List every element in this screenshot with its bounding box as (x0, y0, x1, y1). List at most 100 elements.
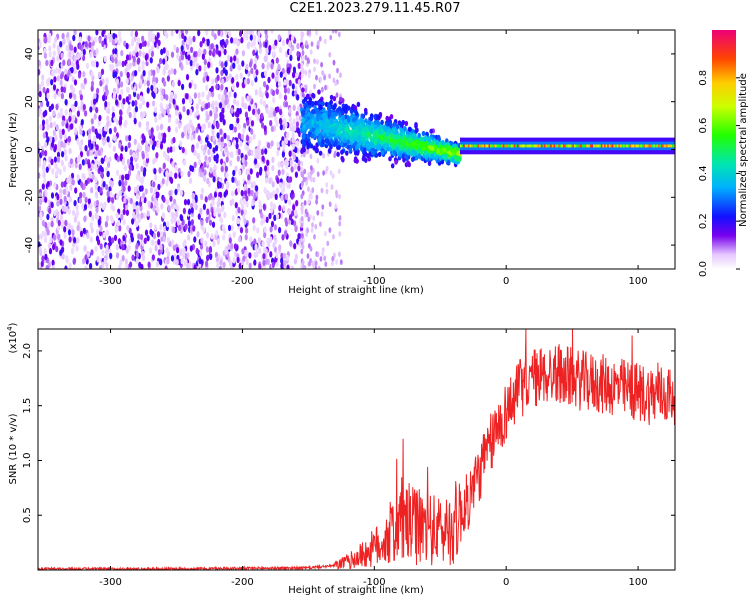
spectrogram-cell (212, 240, 216, 247)
spectrogram-cell (145, 152, 149, 159)
spectrogram-cell (491, 144, 494, 148)
spectrogram-cell (50, 79, 54, 86)
spectrogram-cell (267, 110, 271, 118)
spectrogram-cell (271, 261, 275, 269)
spectrogram-cell (99, 165, 103, 172)
spectrogram-cell (70, 44, 74, 51)
spectrogram-cell (57, 219, 61, 227)
spectrogram-cell (304, 208, 308, 215)
spectrogram-cell (175, 259, 179, 266)
spectrogram-cell (156, 231, 161, 238)
spectrogram-cell (244, 189, 248, 197)
spectrogram-cell (334, 80, 337, 87)
spectrogram-cell (244, 78, 248, 86)
spectrogram-cell (212, 48, 216, 55)
spectrogram-cell (224, 165, 228, 173)
spectrogram-cell (146, 210, 150, 217)
spectrogram-cell (231, 176, 235, 183)
spectrogram-cell (73, 216, 77, 223)
spectrogram-cell (307, 186, 310, 192)
spectrogram-cell (66, 31, 70, 39)
spectrogram-cell (129, 261, 133, 268)
spectrogram-cell (334, 30, 338, 34)
spectrogram-cell (480, 144, 483, 148)
spectrogram-cell (328, 201, 332, 207)
spectrogram-cell (160, 123, 164, 130)
spectrogram-cell (323, 255, 327, 262)
spectrogram-cell (152, 75, 156, 83)
spectrogram-cell (283, 94, 288, 101)
spectrogram-cell (278, 226, 282, 234)
spectrogram-cell (245, 201, 249, 208)
spectrogram-cell (59, 107, 63, 115)
spectrogram-cell (162, 67, 166, 75)
spectrogram-cell (182, 105, 186, 113)
spectrogram-cell (126, 108, 130, 115)
spectrogram-cell (368, 126, 373, 132)
spectrogram-cell (124, 179, 128, 186)
spectrogram-cell (152, 100, 156, 107)
spectrogram-cell (111, 106, 115, 113)
spectrogram-cell (160, 203, 164, 210)
spectrogram-cell (572, 144, 575, 148)
spectrogram-cell (259, 98, 263, 105)
spectrogram-cell (73, 55, 77, 62)
spectrogram-cell (232, 62, 236, 69)
spectrogram-cell (221, 204, 225, 211)
spectrogram-cell (196, 231, 200, 238)
spectrogram-cell (140, 111, 144, 118)
spectrogram-cell (248, 252, 252, 259)
spectrogram-cell (53, 234, 57, 241)
spectrogram-cell (646, 144, 649, 148)
y-tick-label: 0.5 (22, 507, 33, 523)
spectrogram-cell (384, 136, 389, 142)
spectrogram-cell (237, 123, 241, 130)
spectrogram-cell (275, 187, 279, 194)
spectrogram-cell (171, 161, 175, 168)
spectrogram-cell (123, 164, 127, 172)
spectrogram-cell (123, 197, 127, 204)
spectrogram-cell (253, 34, 257, 42)
spectrogram-cell (189, 119, 193, 126)
spectrogram-cell (374, 124, 378, 130)
spectrogram-cell (235, 73, 239, 81)
spectrogram-cell (189, 245, 193, 252)
spectrogram-cell (189, 108, 193, 115)
spectrogram-cell (252, 49, 256, 56)
spectrogram-cell (265, 84, 269, 91)
spectrogram-cell (250, 67, 254, 75)
spectrogram-cell (159, 224, 163, 231)
spectrogram-cell (385, 115, 390, 121)
spectrogram-cell (321, 139, 325, 145)
spectrogram-cell (76, 210, 80, 217)
spectrogram-cell (174, 188, 178, 196)
spectrogram-cell (284, 159, 288, 166)
spectrogram-cell (159, 143, 164, 150)
spectrogram-cell (205, 232, 210, 239)
spectrogram-cell (269, 251, 273, 258)
spectrogram-cell (120, 49, 124, 57)
spectrogram-cell (257, 30, 261, 37)
spectrogram-cell (317, 140, 322, 146)
spectrogram-cell (402, 157, 406, 163)
spectrogram-cell (105, 215, 109, 222)
spectrogram-cell (176, 219, 181, 226)
spectrogram-cell (230, 37, 234, 44)
spectrogram-cell (194, 194, 198, 201)
spectrogram-cell (82, 183, 86, 190)
spectrogram-cell (56, 151, 61, 159)
spectrogram-cell (87, 198, 91, 205)
spectrogram-cell (56, 75, 60, 82)
spectrogram-cell (182, 252, 186, 259)
spectrogram-cell (300, 160, 304, 167)
spectrogram-cell (79, 128, 83, 136)
spectrogram-cell (295, 115, 299, 122)
spectrogram-cell (330, 139, 335, 145)
spectrogram-cell (166, 107, 170, 115)
y-tick-label: -20 (24, 189, 35, 205)
spectrogram-cell (257, 147, 262, 155)
spectrogram-cell (331, 30, 335, 34)
spectrogram-cell (312, 215, 316, 222)
spectrogram-cell (46, 229, 50, 236)
spectrogram-cell (337, 130, 342, 136)
